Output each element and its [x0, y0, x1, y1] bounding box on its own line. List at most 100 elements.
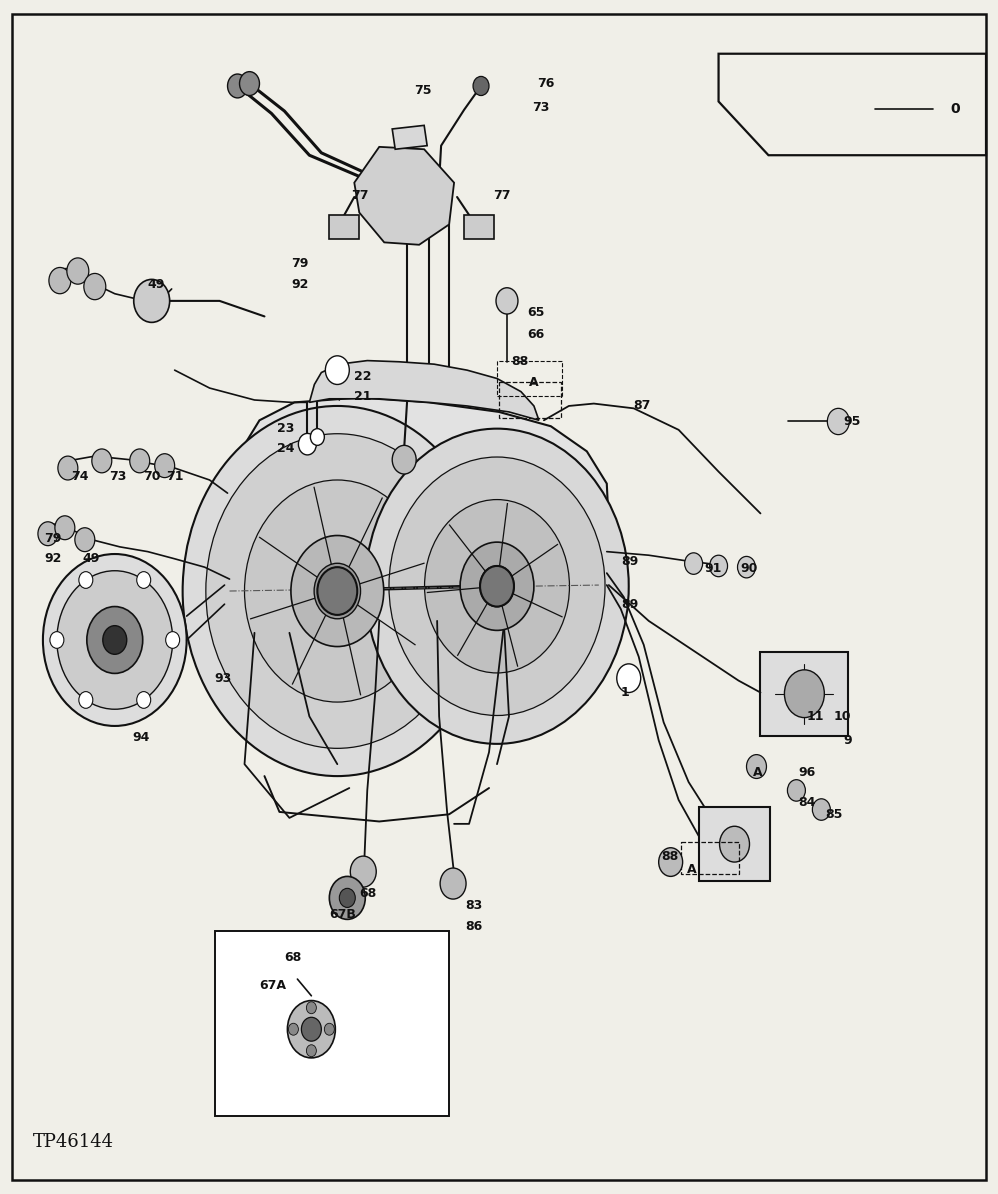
Circle shape: [440, 868, 466, 899]
Text: 75: 75: [414, 85, 432, 97]
Text: 83: 83: [465, 899, 482, 911]
Circle shape: [298, 433, 316, 455]
Circle shape: [55, 516, 75, 540]
Text: 1: 1: [621, 687, 630, 698]
Text: 73: 73: [532, 101, 549, 113]
Text: 77: 77: [351, 190, 369, 202]
Circle shape: [784, 670, 824, 718]
Circle shape: [365, 429, 629, 744]
Text: 24: 24: [277, 443, 295, 455]
Text: 68: 68: [359, 887, 376, 899]
Circle shape: [87, 607, 143, 673]
Text: 93: 93: [215, 672, 232, 684]
Circle shape: [291, 535, 383, 646]
Text: 77: 77: [493, 190, 511, 202]
Circle shape: [43, 554, 187, 726]
Bar: [464, 215, 494, 239]
Circle shape: [460, 542, 534, 630]
Circle shape: [288, 1023, 298, 1035]
Polygon shape: [227, 398, 609, 707]
Bar: [215, 931, 449, 1116]
Circle shape: [58, 456, 78, 480]
Text: 9: 9: [843, 734, 852, 746]
Circle shape: [50, 632, 64, 648]
Text: 67A: 67A: [259, 979, 286, 991]
Circle shape: [155, 454, 175, 478]
Text: 67B: 67B: [329, 909, 356, 921]
Circle shape: [496, 288, 518, 314]
Circle shape: [317, 567, 357, 615]
Text: 22: 22: [354, 370, 372, 382]
Text: 88: 88: [511, 356, 528, 368]
Text: 21: 21: [354, 390, 372, 402]
Text: 89: 89: [621, 555, 638, 567]
Text: A: A: [687, 863, 697, 875]
Circle shape: [306, 1002, 316, 1014]
Circle shape: [738, 556, 755, 578]
Circle shape: [137, 572, 151, 589]
Text: 76: 76: [537, 78, 554, 90]
Circle shape: [245, 480, 430, 702]
Text: 11: 11: [806, 710, 824, 722]
Circle shape: [617, 664, 641, 693]
Circle shape: [812, 799, 830, 820]
Circle shape: [392, 445, 416, 474]
Text: 65: 65: [527, 307, 544, 319]
Bar: [760, 652, 848, 736]
Text: 90: 90: [741, 562, 757, 574]
Text: 49: 49: [148, 278, 165, 290]
Circle shape: [324, 1023, 334, 1035]
Circle shape: [79, 572, 93, 589]
Circle shape: [301, 1017, 321, 1041]
Circle shape: [166, 632, 180, 648]
Text: 66: 66: [527, 328, 544, 340]
Circle shape: [389, 457, 605, 715]
Circle shape: [84, 273, 106, 300]
Text: 74: 74: [71, 470, 89, 482]
Circle shape: [480, 566, 514, 607]
Text: 79: 79: [291, 258, 308, 270]
Circle shape: [134, 279, 170, 322]
Text: 23: 23: [277, 423, 294, 435]
Circle shape: [827, 408, 849, 435]
Circle shape: [325, 356, 349, 384]
Circle shape: [137, 691, 151, 708]
Text: 88: 88: [662, 850, 679, 862]
Text: A: A: [752, 767, 762, 778]
Circle shape: [339, 888, 355, 907]
Circle shape: [329, 876, 365, 919]
Circle shape: [350, 856, 376, 887]
Circle shape: [57, 571, 173, 709]
Text: 94: 94: [133, 732, 150, 744]
Circle shape: [314, 564, 360, 618]
Text: A: A: [529, 376, 539, 388]
Text: 96: 96: [798, 767, 815, 778]
Circle shape: [206, 433, 469, 749]
Text: 49: 49: [83, 553, 100, 565]
Circle shape: [183, 406, 492, 776]
Text: 95: 95: [843, 416, 860, 427]
Circle shape: [710, 555, 728, 577]
Circle shape: [228, 74, 248, 98]
Circle shape: [287, 1001, 335, 1058]
Text: 89: 89: [621, 598, 638, 610]
Text: 70: 70: [143, 470, 161, 482]
Bar: [699, 807, 770, 881]
Circle shape: [473, 76, 489, 96]
Polygon shape: [354, 147, 454, 245]
Text: 92: 92: [291, 278, 308, 290]
Text: 85: 85: [825, 808, 842, 820]
Circle shape: [306, 1045, 316, 1057]
Text: 71: 71: [166, 470, 184, 482]
Text: TP46144: TP46144: [33, 1133, 114, 1151]
Circle shape: [67, 258, 89, 284]
Circle shape: [49, 267, 71, 294]
Text: 73: 73: [109, 470, 126, 482]
Text: 91: 91: [705, 562, 722, 574]
Circle shape: [480, 566, 514, 607]
Circle shape: [79, 691, 93, 708]
Circle shape: [787, 780, 805, 801]
Circle shape: [240, 72, 259, 96]
Text: 79: 79: [44, 533, 61, 544]
Circle shape: [685, 553, 703, 574]
